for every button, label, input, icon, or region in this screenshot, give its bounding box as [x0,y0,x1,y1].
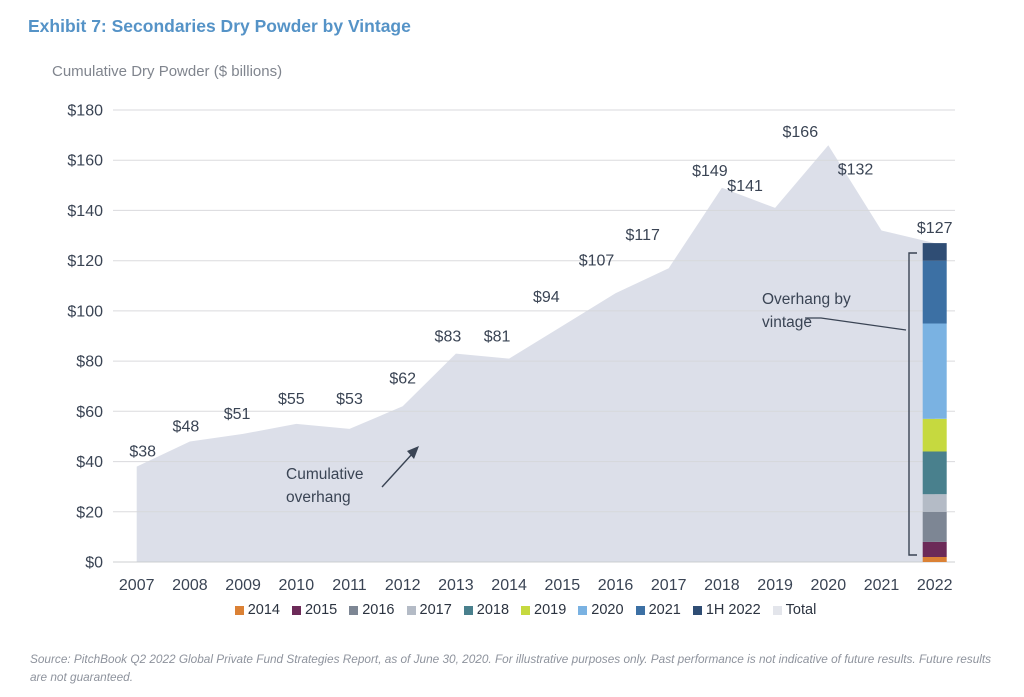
data-label-2022: $127 [917,220,953,237]
legend-item-2014: 2014 [234,602,280,618]
x-tick-label-2021: 2021 [864,577,900,594]
bar-segment-2016 [922,511,947,542]
bar-segment-2019 [922,418,947,452]
x-tick-label-2011: 2011 [332,577,367,594]
chart-legend: 2014 2015 2016 2017 2018 2019 2020 2021 1H 2022 T… [27,602,1024,618]
y-tick-label-0: $0 [85,555,103,572]
chart-title: Exhibit 7: Secondaries Dry Powder by Vin… [28,16,411,36]
x-tick-label-2007: 2007 [119,577,155,594]
x-tick-label-2019: 2019 [757,577,793,594]
annotation-overhang-by-vintage: Overhang by vintage [762,291,851,332]
legend-label-Total: Total [785,602,817,618]
cumulative-arrow-line [381,452,414,488]
data-label-2007: $38 [129,444,156,461]
legend-item-2021: 2021 [635,602,681,618]
data-label-2018: $149 [692,163,728,180]
y-tick-label-180: $180 [67,103,103,120]
legend-swatch-2017 [406,605,416,615]
y-tick-label-100: $100 [67,303,103,320]
legend-item-2016: 2016 [349,602,395,618]
legend-item-2019: 2019 [521,602,566,618]
source-note: Source: PitchBook Q2 2022 Global Private… [30,652,992,685]
area-series-total [136,145,935,562]
legend-swatch-2021 [635,605,645,615]
data-label-2010: $55 [278,391,305,408]
x-tick-label-2010: 2010 [279,577,315,594]
x-tick-label-2015: 2015 [545,577,581,594]
x-tick-label-2020: 2020 [811,577,847,594]
bar-segment-2021 [922,260,947,324]
y-tick-label-120: $120 [67,253,103,270]
data-label-2012: $62 [389,370,416,387]
legend-swatch-2018 [463,605,473,615]
legend-item-2020: 2020 [578,602,624,618]
legend-swatch-2015 [291,605,301,615]
data-label-2013: $83 [435,329,462,346]
bar-segment-2018 [922,451,947,495]
legend-swatch-2016 [349,605,359,615]
legend-swatch-Total [772,605,782,615]
y-axis-title: Cumulative Dry Powder ($ billions) [52,63,283,80]
legend-label-2021: 2021 [648,602,681,618]
x-tick-label-2013: 2013 [438,577,474,594]
x-tick-label-2022: 2022 [917,577,953,594]
legend-swatch-2020 [578,605,588,615]
legend-label-2017: 2017 [419,602,452,618]
bar-segment-2015 [922,541,947,557]
y-tick-label-40: $40 [76,454,103,471]
data-label-2016: $107 [579,252,615,269]
legend-label-2020: 2020 [591,602,624,618]
data-label-2020: $166 [783,124,819,141]
legend-label-2015: 2015 [304,602,338,618]
legend-swatch-2014 [234,605,244,615]
bar-segment-1H2022 [922,243,947,261]
x-tick-label-2008: 2008 [172,577,208,594]
vintage-connector-line [805,317,907,331]
data-label-2008: $48 [173,419,200,436]
y-tick-label-160: $160 [67,153,103,170]
legend-label-2018: 2018 [476,602,510,618]
data-label-2021: $132 [838,162,874,179]
y-tick-label-60: $60 [76,404,103,421]
data-label-2011: $53 [336,391,363,408]
data-label-2015: $94 [533,289,560,306]
legend-swatch-2019 [521,605,531,615]
data-label-2019: $141 [727,178,763,195]
bar-segment-2020 [922,323,947,419]
legend-label-2014: 2014 [247,602,280,618]
legend-label-2019: 2019 [534,602,567,618]
annotation-cumulative-overhang: Cumulative overhang [286,466,364,507]
x-tick-label-2009: 2009 [225,577,261,594]
data-label-2014: $81 [484,329,511,346]
legend-item-2018: 2018 [463,602,510,618]
cumulative-arrow-head [407,446,419,459]
legend-item-1H2022: 1H 2022 [692,602,761,618]
y-tick-label-140: $140 [67,203,103,220]
bar-segment-2014 [922,557,947,562]
x-tick-label-2017: 2017 [651,577,687,594]
data-label-2017: $117 [625,227,660,244]
x-tick-label-2016: 2016 [598,577,634,594]
x-tick-label-2014: 2014 [491,577,527,594]
legend-item-2015: 2015 [291,602,338,618]
data-label-2009: $51 [224,406,251,423]
legend-swatch-1H2022 [692,605,702,615]
legend-item-2017: 2017 [406,602,452,618]
vintage-bracket [908,252,917,556]
legend-item-Total: Total [772,602,817,618]
legend-label-1H2022: 1H 2022 [705,602,761,618]
legend-label-2016: 2016 [362,602,395,618]
bar-segment-2017 [922,494,947,512]
y-tick-label-20: $20 [76,504,103,521]
x-tick-label-2012: 2012 [385,577,421,594]
x-tick-label-2018: 2018 [704,577,740,594]
y-tick-label-80: $80 [76,354,103,371]
